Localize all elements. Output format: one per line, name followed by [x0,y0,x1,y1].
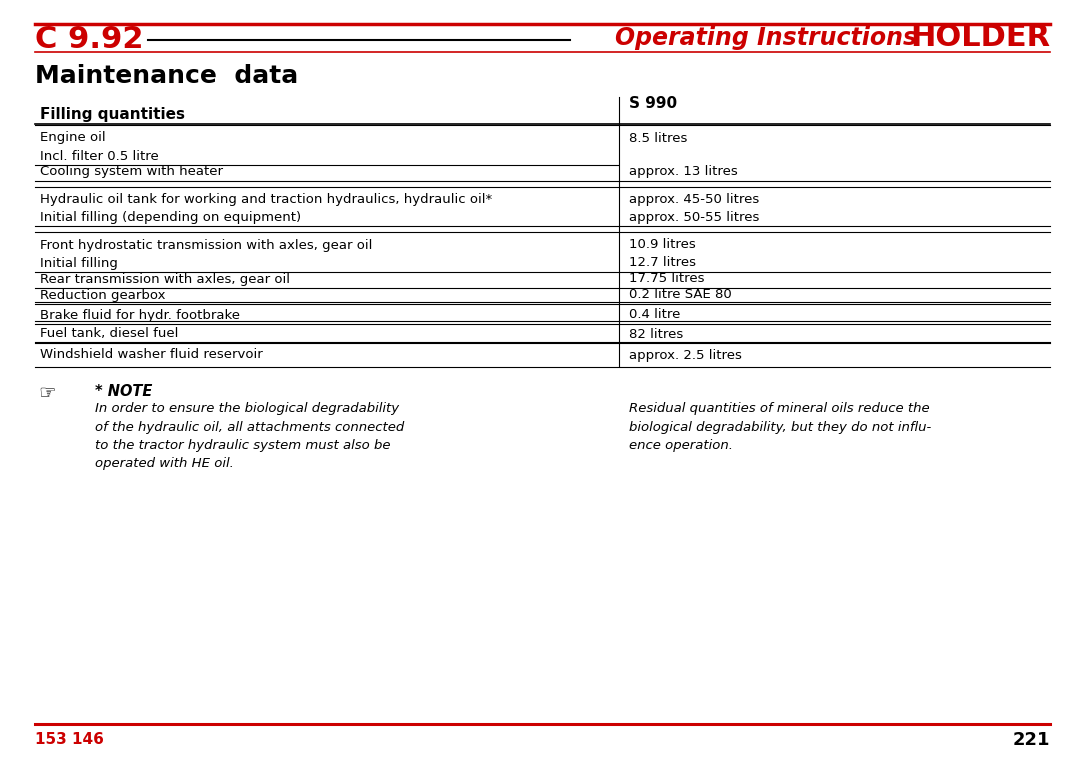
Text: Reduction gearbox: Reduction gearbox [40,289,165,302]
Text: 0.4 litre: 0.4 litre [629,309,680,322]
Text: 17.75 litres: 17.75 litres [629,273,704,286]
Text: 8.5 litres: 8.5 litres [629,132,687,145]
Text: 12.7 litres: 12.7 litres [629,257,696,270]
Text: Cooling system with heater: Cooling system with heater [40,165,222,178]
Text: approx. 45-50 litres: approx. 45-50 litres [629,194,759,207]
Text: Front hydrostatic transmission with axles, gear oil: Front hydrostatic transmission with axle… [40,239,373,251]
Text: approx. 13 litres: approx. 13 litres [629,165,738,178]
Text: Initial filling: Initial filling [40,257,118,270]
Text: 221: 221 [1013,731,1050,749]
Text: 153 146: 153 146 [35,732,104,748]
Text: Maintenance  data: Maintenance data [35,64,298,88]
Text: approx. 50-55 litres: approx. 50-55 litres [629,210,759,223]
Text: approx. 2.5 litres: approx. 2.5 litres [629,348,742,361]
Text: Operating Instructions: Operating Instructions [615,26,917,50]
Text: Residual quantities of mineral oils reduce the
biological degradability, but the: Residual quantities of mineral oils redu… [629,402,931,452]
Text: Initial filling (depending on equipment): Initial filling (depending on equipment) [40,210,301,223]
Text: Brake fluid for hydr. footbrake: Brake fluid for hydr. footbrake [40,309,240,322]
Text: Rear transmission with axles, gear oil: Rear transmission with axles, gear oil [40,273,291,286]
Text: 10.9 litres: 10.9 litres [629,239,696,251]
Text: Incl. filter 0.5 litre: Incl. filter 0.5 litre [40,149,159,162]
Text: S 990: S 990 [629,97,677,111]
Text: Hydraulic oil tank for working and traction hydraulics, hydraulic oil*: Hydraulic oil tank for working and tract… [40,194,492,207]
Text: 82 litres: 82 litres [629,328,683,341]
Text: C 9.92: C 9.92 [35,25,144,55]
Text: * NOTE: * NOTE [95,384,152,399]
Text: In order to ensure the biological degradability
of the hydraulic oil, all attach: In order to ensure the biological degrad… [95,402,404,470]
Text: HOLDER: HOLDER [909,24,1050,53]
Text: Fuel tank, diesel fuel: Fuel tank, diesel fuel [40,328,178,341]
Text: Filling quantities: Filling quantities [40,107,185,121]
Text: Windshield washer fluid reservoir: Windshield washer fluid reservoir [40,348,262,361]
Text: 0.2 litre SAE 80: 0.2 litre SAE 80 [629,289,731,302]
Text: ☞: ☞ [38,384,55,403]
Text: Engine oil: Engine oil [40,132,106,145]
